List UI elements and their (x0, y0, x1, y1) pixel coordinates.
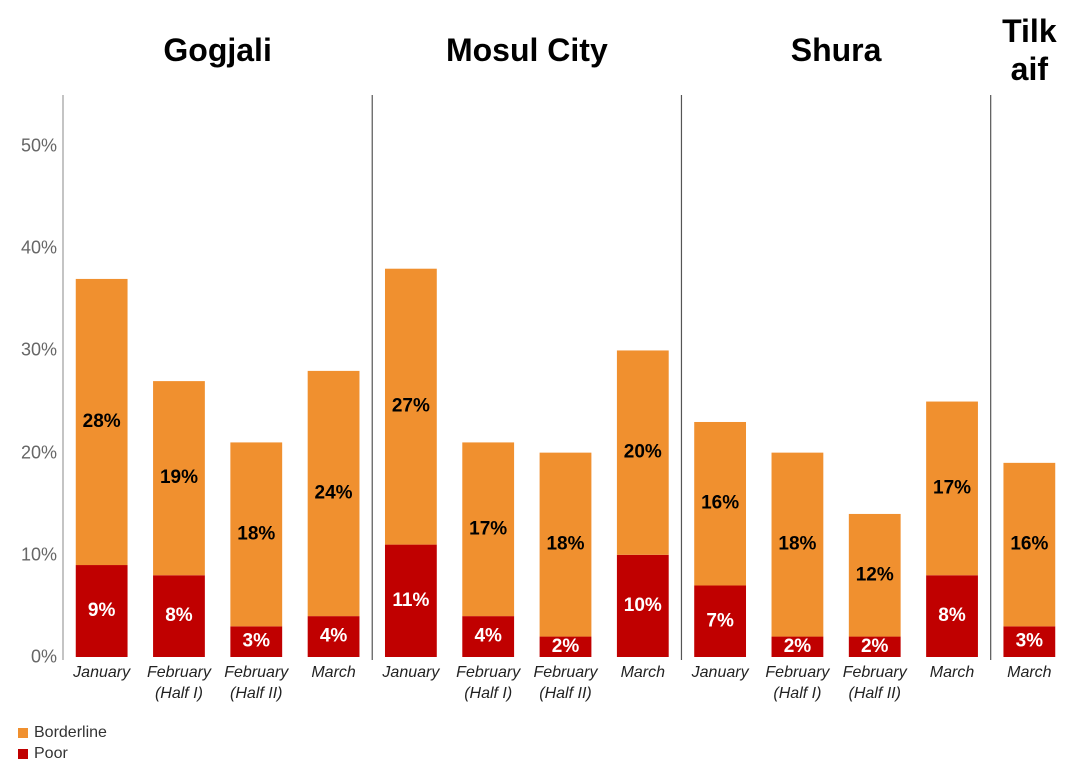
x-tick-label: March (1007, 664, 1052, 681)
group-title: Mosul City (445, 32, 608, 68)
data-label: 12% (856, 564, 894, 585)
data-label: 18% (546, 534, 584, 555)
data-label: 19% (160, 467, 198, 488)
y-tick-label: 40% (20, 237, 57, 258)
x-tick-label: January (382, 664, 440, 681)
bar-segment (230, 626, 283, 657)
x-tick-label: March (311, 664, 356, 681)
bar-segment (1003, 626, 1056, 657)
bar-segment (462, 442, 515, 617)
y-tick-label: 30% (20, 339, 57, 360)
x-tick-label: March (929, 664, 975, 681)
bar-segment (771, 452, 824, 637)
data-label: 28% (83, 411, 121, 432)
y-tick-label: 0% (30, 646, 57, 667)
data-label: 4% (320, 626, 348, 647)
x-tick-label: January (73, 664, 131, 681)
data-label: 17% (469, 518, 507, 539)
bar-segment (75, 565, 128, 657)
bar-segment (694, 421, 747, 586)
data-label: 18% (778, 534, 816, 555)
bar-segment (384, 268, 437, 545)
bar-segment (926, 401, 978, 576)
legend-label: Poor (34, 745, 68, 761)
data-label: 24% (315, 483, 353, 504)
bar-segment (539, 452, 592, 637)
bar-segment (307, 616, 360, 657)
data-label: 10% (624, 595, 662, 616)
bar-segment (230, 442, 283, 627)
y-tick-label: 20% (20, 442, 57, 463)
bar-segment (926, 575, 978, 657)
x-tick-label: January (691, 664, 749, 681)
group-title: Gogjali (163, 32, 272, 68)
bar-segment (848, 636, 901, 657)
group-title: Shura (790, 32, 882, 68)
data-label: 8% (938, 605, 966, 626)
data-label: 9% (88, 600, 116, 621)
data-label: 17% (933, 477, 971, 498)
bar-segment (616, 350, 669, 555)
y-tick-label: 50% (20, 135, 57, 156)
data-label: 20% (624, 442, 662, 463)
data-label: 16% (1010, 534, 1048, 555)
bar-segment (848, 513, 901, 637)
legend-label: Borderline (34, 724, 107, 741)
bar-segment (75, 278, 128, 566)
data-label: 27% (392, 396, 430, 417)
bar-segment (771, 636, 824, 657)
data-label: 8% (165, 605, 193, 626)
data-label: 3% (243, 631, 271, 652)
x-tick-label: February (Half I) (146, 664, 211, 702)
x-tick-label: February (Half II) (533, 664, 598, 702)
x-tick-label: March (620, 664, 666, 681)
data-label: 7% (706, 610, 734, 631)
bar-segment (384, 544, 437, 657)
bar-segment (462, 616, 515, 657)
data-label: 2% (552, 636, 580, 657)
bar-segment (1003, 462, 1056, 627)
data-label: 2% (861, 636, 889, 657)
x-tick-label: February (Half I) (765, 664, 830, 702)
data-label: 2% (784, 636, 812, 657)
y-tick-label: 10% (20, 544, 57, 565)
bar-segment (616, 554, 669, 657)
x-tick-label: February (Half II) (224, 664, 289, 702)
bar-segment (153, 575, 205, 657)
data-label: 3% (1016, 631, 1044, 652)
data-label: 18% (237, 523, 275, 544)
bar-segment (539, 636, 592, 657)
legend-swatch (18, 728, 28, 738)
x-tick-label: February (Half II) (842, 664, 907, 702)
bar-segment (153, 381, 205, 576)
bar-segment (694, 585, 747, 657)
data-label: 4% (474, 626, 502, 647)
legend-swatch (18, 749, 28, 759)
group-title: Tilk aif (1002, 13, 1057, 87)
data-label: 11% (392, 590, 429, 611)
x-tick-label: February (Half I) (456, 664, 521, 702)
data-label: 16% (701, 493, 739, 514)
bar-segment (307, 370, 360, 617)
